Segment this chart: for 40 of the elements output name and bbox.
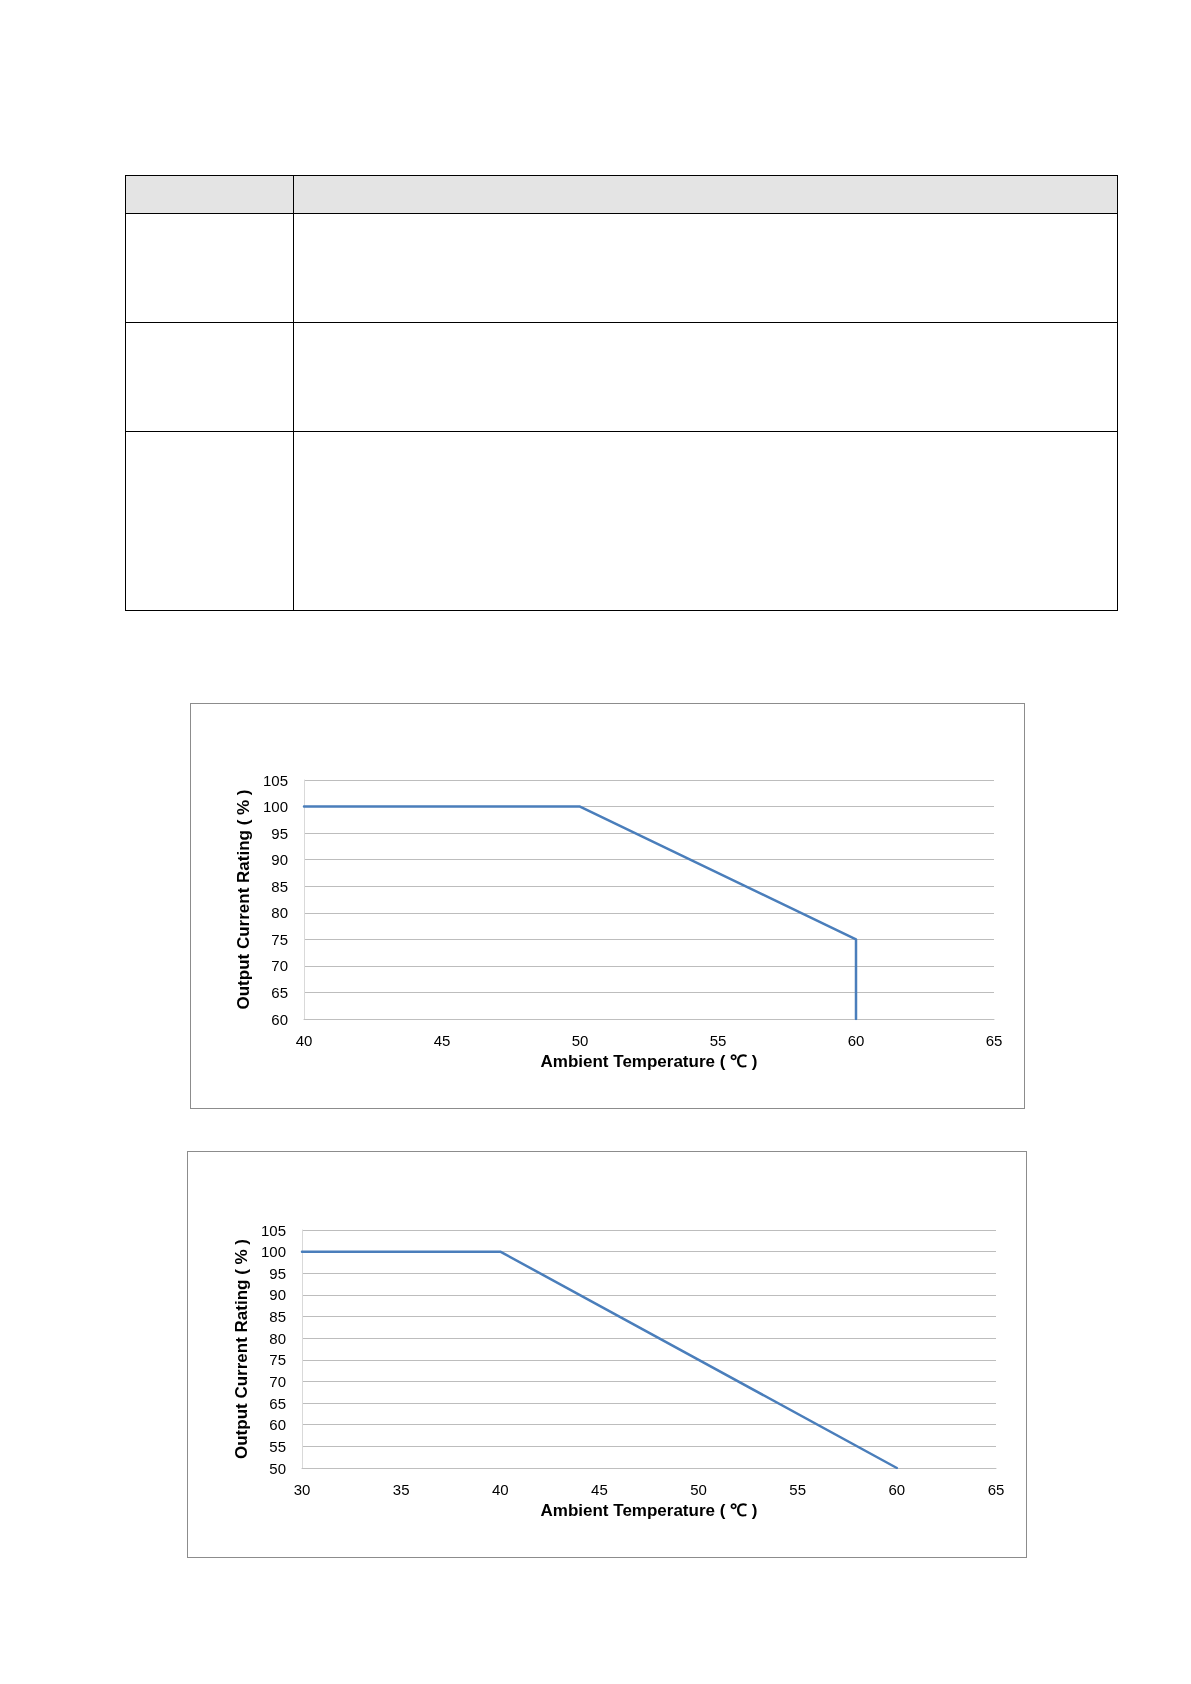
x-tick-label: 65 [985, 1032, 1003, 1049]
y-tick-label: 65 [269, 1394, 286, 1412]
y-tick-label: 90 [271, 851, 288, 869]
y-tick-label: 75 [271, 930, 288, 948]
x-tick-label: 45 [591, 1481, 608, 1498]
x-axis-title: Ambient Temperature ( ℃ ) [540, 1500, 758, 1520]
y-tick-label: 70 [269, 1372, 286, 1390]
y-tick-label: 95 [269, 1264, 286, 1282]
y-axis-title: Output Current Rating ( % ) [232, 1238, 252, 1460]
x-tick-label: 55 [789, 1481, 807, 1498]
x-tick-label: 35 [392, 1481, 410, 1498]
y-tick-label: 105 [260, 1221, 286, 1239]
y-tick-label: 60 [269, 1416, 286, 1434]
x-tick-label: 30 [293, 1481, 311, 1498]
y-tick-label: 70 [271, 957, 288, 975]
y-tick-label: 95 [271, 824, 288, 842]
y-tick-label: 85 [269, 1308, 286, 1326]
x-tick-label: 60 [888, 1481, 906, 1498]
y-tick-label: 55 [269, 1437, 286, 1455]
x-tick-label: 40 [295, 1032, 313, 1049]
x-axis-title: Ambient Temperature ( ℃ ) [540, 1051, 758, 1071]
x-tick-label: 45 [433, 1032, 451, 1049]
x-tick-label: 65 [987, 1481, 1005, 1498]
x-tick-label: 50 [571, 1032, 589, 1049]
y-tick-label: 100 [262, 798, 288, 816]
y-tick-label: 50 [269, 1459, 286, 1477]
x-tick-label: 60 [847, 1032, 865, 1049]
y-tick-label: 75 [269, 1351, 286, 1369]
y-tick-label: 65 [271, 983, 288, 1001]
y-tick-label: 90 [269, 1286, 286, 1304]
y-tick-label: 80 [269, 1329, 286, 1347]
x-tick-label: 50 [690, 1481, 707, 1498]
y-tick-label: 80 [271, 904, 288, 922]
y-tick-label: 85 [271, 877, 288, 895]
y-tick-label: 105 [262, 771, 288, 789]
x-tick-label: 55 [709, 1032, 727, 1049]
y-tick-label: 100 [260, 1243, 286, 1261]
y-tick-label: 60 [271, 1010, 288, 1028]
x-tick-label: 40 [491, 1481, 509, 1498]
y-axis-title: Output Current Rating ( % ) [234, 789, 254, 1010]
